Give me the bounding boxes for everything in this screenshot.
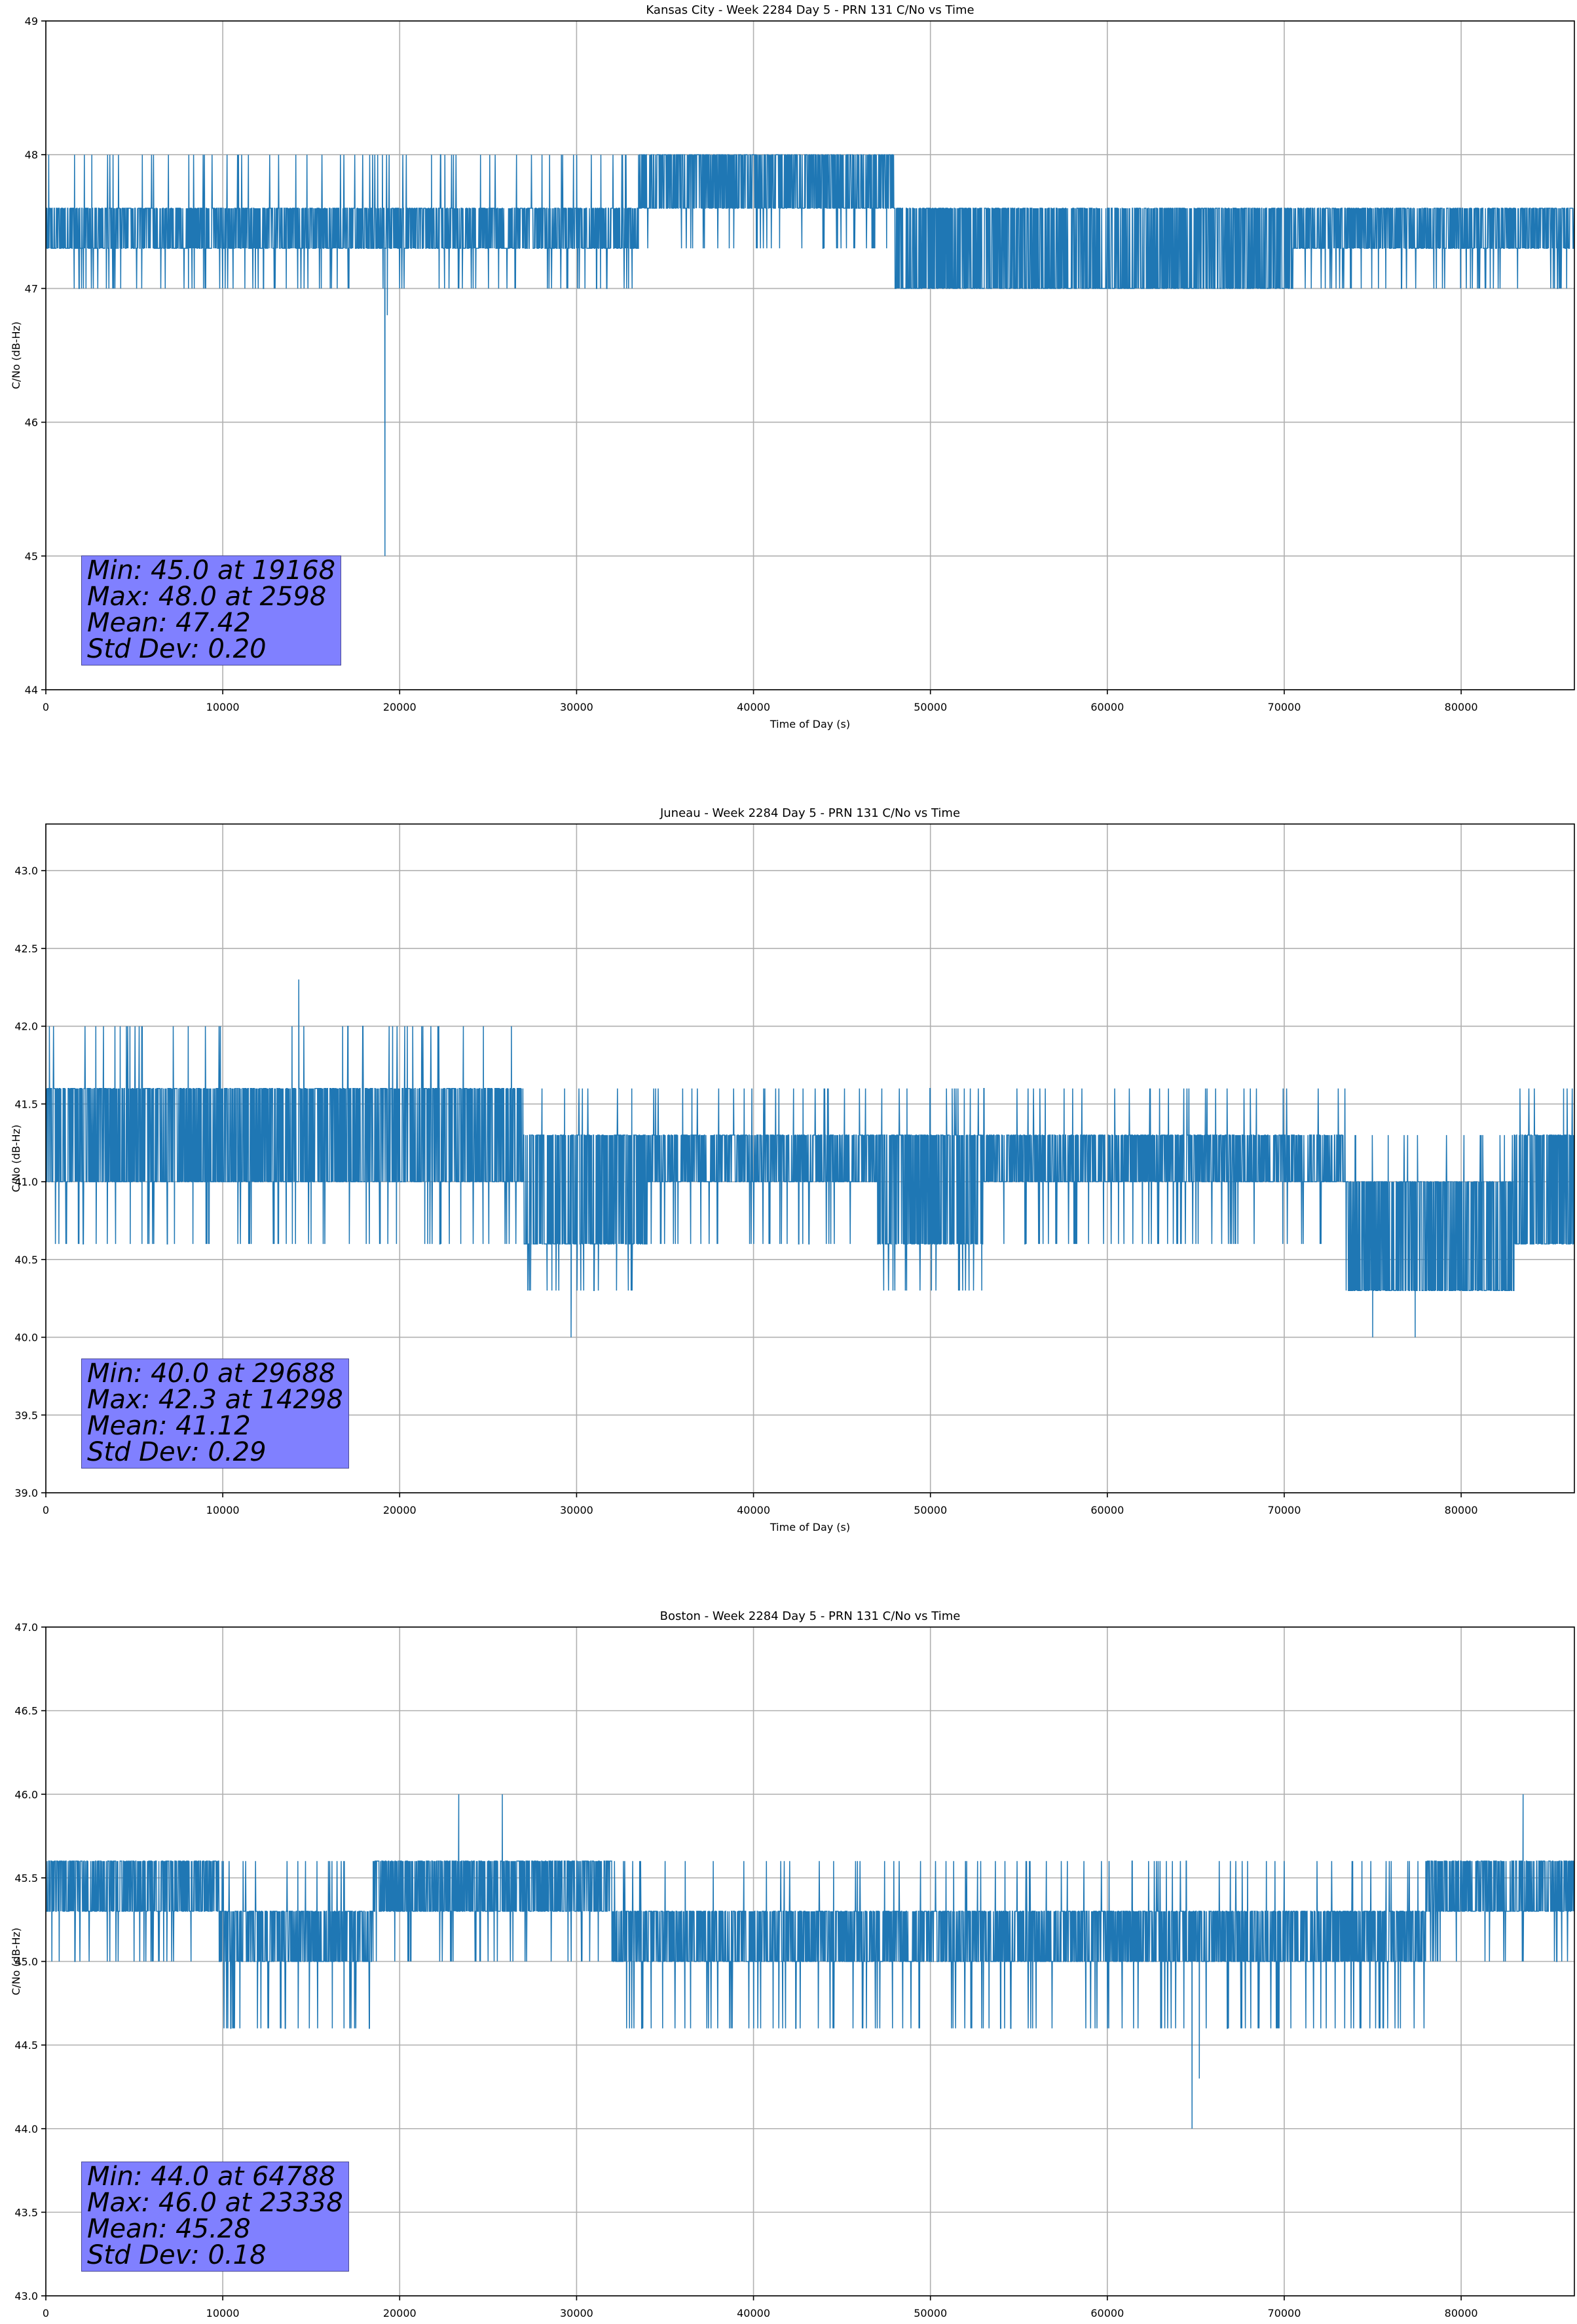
y-tick-label: 40.5 xyxy=(14,1254,38,1266)
x-tick-label: 20000 xyxy=(383,1504,417,1516)
x-tick-label: 50000 xyxy=(914,701,947,713)
y-tick-label: 47 xyxy=(25,282,38,295)
y-tick-label: 47.0 xyxy=(14,1621,38,1634)
y-tick-label: 46.0 xyxy=(14,1788,38,1801)
y-tick-label: 39.5 xyxy=(14,1409,38,1421)
y-axis-label: C/No (dB-Hz) xyxy=(10,1928,22,1995)
stats-min: Min: 44.0 at 64788 xyxy=(87,2162,336,2192)
x-tick-label: 0 xyxy=(43,2307,49,2319)
x-tick-label: 70000 xyxy=(1268,2307,1301,2319)
stats-mean: Mean: 45.28 xyxy=(87,2214,251,2244)
stats-max: Max: 46.0 at 23338 xyxy=(87,2188,343,2218)
x-tick-label: 10000 xyxy=(206,2307,240,2319)
y-tick-label: 41.0 xyxy=(14,1176,38,1188)
stats-mean: Mean: 41.12 xyxy=(87,1411,251,1441)
y-tick-label: 44.0 xyxy=(14,2123,38,2135)
y-tick-label: 48 xyxy=(25,149,38,161)
y-tick-label: 43.5 xyxy=(14,2206,38,2219)
x-tick-label: 0 xyxy=(43,701,49,713)
stats-std: Std Dev: 0.18 xyxy=(87,2240,267,2270)
y-tick-label: 42.0 xyxy=(14,1021,38,1033)
y-tick-label: 46.5 xyxy=(14,1705,38,1717)
y-tick-label: 41.5 xyxy=(14,1098,38,1110)
x-tick-label: 30000 xyxy=(560,701,593,713)
x-tick-label: 60000 xyxy=(1090,701,1124,713)
y-tick-label: 44 xyxy=(25,684,38,696)
y-tick-label: 49 xyxy=(25,15,38,28)
stats-max: Max: 48.0 at 2598 xyxy=(87,582,327,612)
y-axis-label: C/No (dB-Hz) xyxy=(10,322,22,389)
x-tick-label: 40000 xyxy=(737,1504,770,1516)
stats-min: Min: 40.0 at 29688 xyxy=(87,1359,336,1389)
x-axis-label: Time of Day (s) xyxy=(770,718,850,730)
x-tick-label: 50000 xyxy=(914,2307,947,2319)
x-tick-label: 60000 xyxy=(1090,2307,1124,2319)
x-tick-label: 30000 xyxy=(560,2307,593,2319)
stats-max: Max: 42.3 at 14298 xyxy=(87,1385,343,1415)
cno-series-line xyxy=(46,979,1574,1338)
y-tick-label: 45.0 xyxy=(14,1956,38,1968)
x-tick-label: 80000 xyxy=(1445,2307,1478,2319)
stats-box-juneau: Min: 40.0 at 29688 Max: 42.3 at 14298 Me… xyxy=(81,1359,349,1469)
x-tick-label: 10000 xyxy=(206,1504,240,1516)
cno-series-line xyxy=(46,154,1574,556)
x-tick-label: 80000 xyxy=(1445,701,1478,713)
y-tick-label: 43.0 xyxy=(14,865,38,877)
y-tick-label: 42.5 xyxy=(14,943,38,955)
stats-std: Std Dev: 0.29 xyxy=(87,1437,267,1467)
stats-box-kansas-city: Min: 45.0 at 19168 Max: 48.0 at 2598 Mea… xyxy=(81,555,342,665)
stats-std: Std Dev: 0.20 xyxy=(87,634,267,664)
x-tick-label: 0 xyxy=(43,1504,49,1516)
y-tick-label: 45 xyxy=(25,550,38,563)
y-tick-label: 43.0 xyxy=(14,2290,38,2302)
axes-frame xyxy=(45,823,1575,1493)
stats-min: Min: 45.0 at 19168 xyxy=(87,555,336,586)
x-tick-label: 50000 xyxy=(914,1504,947,1516)
x-tick-label: 10000 xyxy=(206,701,240,713)
chart-title: Kansas City - Week 2284 Day 5 - PRN 131 … xyxy=(646,3,974,17)
x-tick-label: 80000 xyxy=(1445,1504,1478,1516)
x-tick-label: 70000 xyxy=(1268,701,1301,713)
y-axis-label: C/No (dB-Hz) xyxy=(10,1125,22,1192)
y-tick-label: 44.5 xyxy=(14,2039,38,2052)
y-tick-label: 40.0 xyxy=(14,1332,38,1344)
axes-frame xyxy=(45,20,1575,690)
x-tick-label: 60000 xyxy=(1090,1504,1124,1516)
cno-series-line xyxy=(46,1794,1574,2129)
x-tick-label: 30000 xyxy=(560,1504,593,1516)
x-tick-label: 20000 xyxy=(383,2307,417,2319)
stats-mean: Mean: 47.42 xyxy=(87,608,251,638)
y-tick-label: 46 xyxy=(25,417,38,429)
stats-box-boston: Min: 44.0 at 64788 Max: 46.0 at 23338 Me… xyxy=(81,2162,349,2272)
x-tick-label: 40000 xyxy=(737,701,770,713)
x-tick-label: 70000 xyxy=(1268,1504,1301,1516)
axes-frame xyxy=(45,1626,1575,2296)
x-axis-label: Time of Day (s) xyxy=(770,1521,850,1533)
y-tick-label: 45.5 xyxy=(14,1872,38,1884)
x-tick-label: 20000 xyxy=(383,701,417,713)
x-tick-label: 40000 xyxy=(737,2307,770,2319)
y-tick-label: 39.0 xyxy=(14,1487,38,1499)
chart-title: Boston - Week 2284 Day 5 - PRN 131 C/No … xyxy=(660,1609,961,1623)
chart-title: Juneau - Week 2284 Day 5 - PRN 131 C/No … xyxy=(659,806,960,820)
